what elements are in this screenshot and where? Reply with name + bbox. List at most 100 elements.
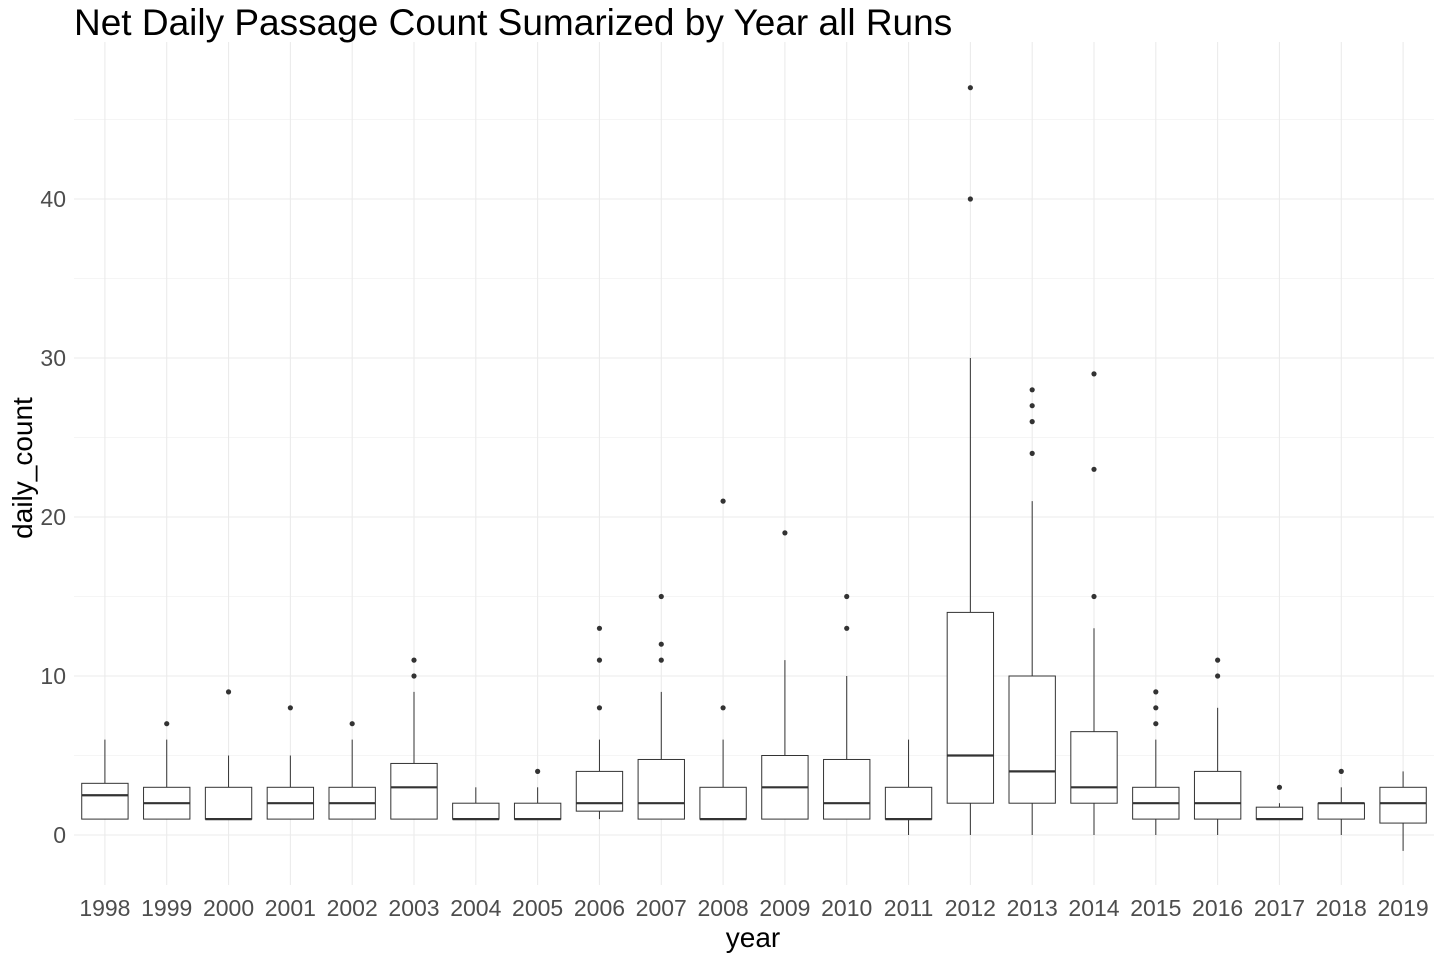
- y-tick-label: 10: [40, 663, 66, 689]
- x-tick-label: 2004: [450, 895, 501, 921]
- x-tick-label: 2013: [1007, 895, 1058, 921]
- outlier-point: [1153, 705, 1159, 711]
- box-iqr: [575, 770, 624, 812]
- box-iqr: [699, 786, 747, 820]
- outlier-point: [967, 196, 973, 202]
- box-2002: [328, 721, 376, 820]
- x-tick-label: 1999: [141, 895, 192, 921]
- box-2005: [513, 768, 562, 821]
- box-iqr: [1008, 675, 1056, 804]
- box-2009: [761, 530, 809, 820]
- outlier-point: [1215, 673, 1221, 679]
- outlier-point: [596, 705, 603, 711]
- box-iqr: [637, 758, 685, 820]
- outlier-point: [411, 673, 417, 679]
- outlier-point: [596, 657, 603, 663]
- x-tick-label: 2007: [636, 895, 687, 921]
- box-2011: [884, 739, 933, 835]
- x-tick-label: 2016: [1192, 895, 1243, 921]
- box-2018: [1317, 768, 1365, 835]
- box-2006: [575, 625, 624, 820]
- x-tick-label: 2017: [1254, 895, 1305, 921]
- box-iqr: [452, 802, 500, 820]
- outlier-point: [287, 705, 293, 711]
- box-2000: [204, 689, 253, 821]
- y-tick-label: 40: [40, 186, 66, 212]
- outlier-point: [1276, 784, 1283, 790]
- box-2003: [390, 657, 438, 820]
- box-iqr: [1070, 731, 1118, 804]
- box-series: [81, 85, 1427, 851]
- outlier-point: [658, 657, 664, 663]
- outlier-point: [1215, 657, 1221, 663]
- x-tick-label: 2011: [884, 895, 933, 921]
- grid-lines: [74, 42, 1434, 885]
- outlier-point: [1091, 466, 1097, 472]
- outlier-point: [658, 593, 664, 600]
- box-2014: [1070, 371, 1118, 835]
- y-tick-label: 30: [40, 345, 66, 371]
- box-iqr: [204, 786, 253, 820]
- x-tick-label: 2012: [945, 895, 996, 921]
- outlier-point: [411, 657, 417, 663]
- x-axis-title: year: [726, 922, 780, 953]
- outlier-point: [967, 85, 973, 91]
- outlier-point: [164, 721, 170, 727]
- y-axis-title: daily_count: [7, 397, 38, 539]
- box-iqr: [1255, 806, 1304, 820]
- x-tick-label: 2010: [821, 895, 872, 921]
- box-iqr: [1379, 786, 1427, 824]
- x-tick-label: 1998: [79, 895, 130, 921]
- outlier-point: [844, 625, 850, 631]
- x-tick-label: 2019: [1378, 895, 1429, 921]
- x-tick-label: 2000: [203, 895, 254, 921]
- box-1999: [143, 721, 191, 820]
- outlier-point: [1091, 371, 1097, 377]
- outlier-point: [1029, 387, 1035, 393]
- x-tick-label: 2003: [388, 895, 439, 921]
- outlier-point: [1029, 403, 1035, 409]
- box-2010: [823, 593, 871, 820]
- outlier-point: [782, 530, 788, 536]
- box-iqr: [884, 786, 933, 820]
- outlier-point: [1153, 721, 1159, 727]
- outlier-point: [596, 625, 603, 631]
- outlier-point: [349, 721, 355, 727]
- box-iqr: [946, 611, 995, 804]
- outlier-point: [535, 768, 541, 775]
- x-tick-label: 2001: [265, 895, 316, 921]
- x-tick-label: 2014: [1068, 895, 1119, 921]
- box-2004: [452, 787, 500, 821]
- outlier-point: [1338, 768, 1344, 775]
- chart-title: Net Daily Passage Count Sumarized by Yea…: [74, 2, 953, 43]
- box-2019: [1379, 771, 1427, 851]
- y-axis-ticks: 0 10 20 30 40: [40, 186, 66, 848]
- outlier-point: [225, 689, 232, 695]
- x-tick-label: 2015: [1130, 895, 1181, 921]
- box-iqr: [81, 782, 129, 820]
- box-iqr: [823, 758, 871, 820]
- outlier-point: [720, 705, 726, 711]
- outlier-point: [1029, 419, 1035, 425]
- box-2013: [1008, 387, 1056, 835]
- x-tick-label: 2002: [327, 895, 378, 921]
- outlier-point: [844, 593, 850, 600]
- box-iqr: [1317, 802, 1365, 820]
- x-axis-ticks: 1998 1999 2000 2001 2002 2003 2004 2005 2006 2007…: [79, 895, 1428, 921]
- outlier-point: [720, 498, 726, 504]
- x-tick-label: 2005: [512, 895, 563, 921]
- box-2008: [699, 498, 747, 821]
- x-tick-label: 2008: [698, 895, 749, 921]
- box-iqr: [513, 802, 562, 820]
- box-1998: [81, 739, 129, 820]
- box-2016: [1193, 657, 1242, 835]
- box-2007: [637, 593, 685, 820]
- y-tick-label: 0: [53, 822, 66, 848]
- box-2015: [1132, 689, 1180, 835]
- x-tick-label: 2018: [1316, 895, 1367, 921]
- x-tick-label: 2006: [574, 895, 625, 921]
- y-tick-label: 20: [40, 504, 66, 530]
- box-iqr: [1193, 770, 1242, 820]
- outlier-point: [658, 641, 664, 647]
